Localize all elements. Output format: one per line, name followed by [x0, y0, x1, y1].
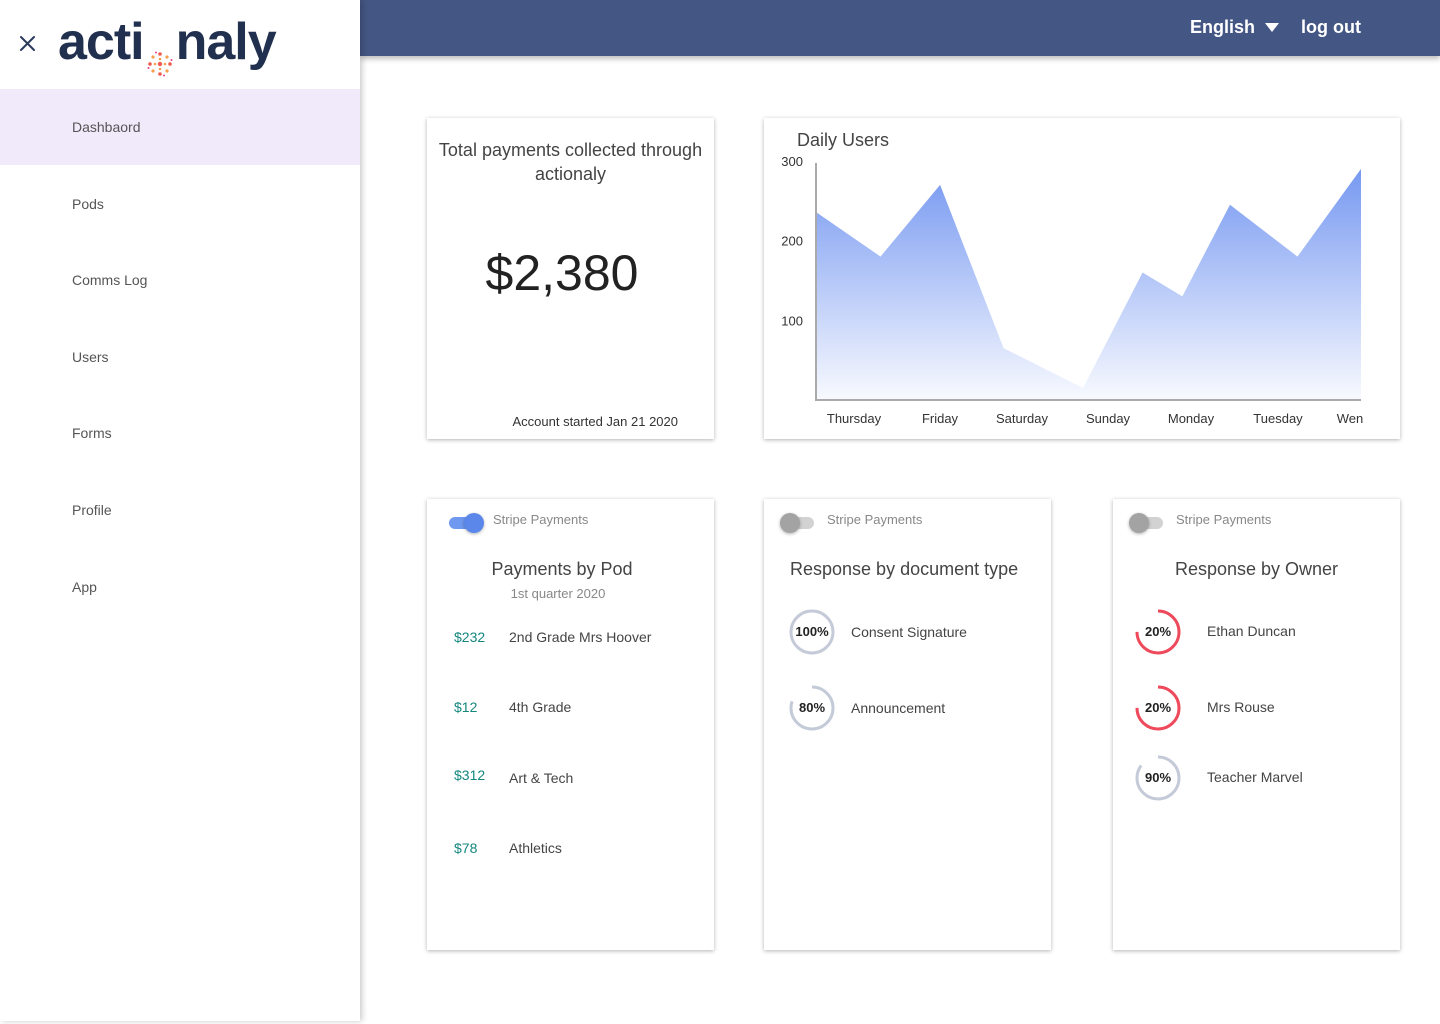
total-payments-title: Total payments collected through actiona… [438, 140, 703, 184]
stripe-payments-toggle[interactable] [1129, 512, 1165, 533]
progress-ring: 20% [1134, 684, 1182, 732]
language-label: English [1190, 17, 1256, 37]
pod-amount: $78 [454, 840, 478, 856]
pod-name[interactable]: Athletics [509, 840, 562, 856]
response-by-document-title: Response by document type [790, 559, 1019, 579]
owner-label[interactable]: Mrs Rouse [1207, 699, 1275, 715]
document-type-label[interactable]: Announcement [851, 700, 946, 716]
toggle-knob [780, 513, 800, 533]
ring-progress-arc [789, 685, 835, 731]
y-tick-label: 100 [781, 313, 803, 328]
sidebar-item-comms-log[interactable]: Comms Log [72, 272, 148, 288]
progress-ring: 90% [1134, 754, 1182, 802]
document-type-label[interactable]: Consent Signature [851, 624, 967, 640]
ring-percent: 80% [798, 700, 826, 715]
payments-by-pod-title: Payments by Pod [491, 559, 633, 579]
x-tick-label: Thursday [827, 411, 882, 426]
language-dropdown[interactable]: English [1190, 17, 1280, 38]
stripe-payments-label: Stripe Payments [827, 512, 923, 527]
pod-amount: $312 [454, 767, 486, 783]
x-tick-label: Saturday [996, 411, 1049, 426]
logo-burst-icon [145, 32, 175, 77]
ring-percent: 90% [1144, 770, 1172, 785]
sidebar-item-profile[interactable]: Profile [72, 502, 112, 518]
stripe-payments-toggle[interactable] [449, 512, 485, 533]
pod-name[interactable]: 4th Grade [509, 699, 572, 715]
account-started-text: Account started Jan 21 2020 [512, 414, 678, 429]
y-tick-label: 200 [781, 234, 803, 249]
logo-text-left: acti [58, 13, 145, 71]
daily-users-chart: 100 200 300 Thursday Friday Saturday Sunday Mon… [781, 154, 1364, 426]
ring-percent: 100% [795, 624, 829, 639]
ring-percent: 20% [1144, 700, 1172, 715]
ring-progress-arc [1135, 755, 1181, 801]
ring-arc [1135, 609, 1181, 655]
pod-amount: $12 [454, 699, 478, 715]
ring-arc [789, 609, 835, 655]
logo-text-right: naly [175, 13, 277, 71]
x-tick-label: Sunday [1086, 411, 1131, 426]
response-by-owner-title: Response by Owner [1174, 559, 1339, 579]
sidebar: acti naly Das [0, 0, 360, 1021]
x-tick-label: Monday [1168, 411, 1215, 426]
pod-amount: $232 [454, 629, 486, 645]
ring-arc [1135, 755, 1181, 801]
sidebar-item-pods[interactable]: Pods [72, 196, 104, 212]
logout-link[interactable]: log out [1301, 17, 1361, 37]
x-tick-label: Friday [922, 411, 959, 426]
top-bar: English log out [360, 0, 1440, 56]
total-payments-card: Total payments collected through actiona… [427, 118, 714, 439]
toggle-knob [1129, 513, 1149, 533]
y-tick-label: 300 [781, 154, 803, 169]
x-tick-label: Wen [1337, 411, 1364, 426]
daily-users-area [817, 168, 1361, 400]
stripe-payments-label: Stripe Payments [493, 512, 589, 527]
pod-name[interactable]: 2nd Grade Mrs Hoover [509, 629, 652, 645]
response-by-document-card: Stripe Payments Response by document typ… [764, 499, 1051, 950]
close-icon[interactable] [17, 31, 39, 55]
progress-ring: 20% [1134, 608, 1182, 656]
progress-ring: 80% [788, 684, 836, 732]
ring-progress-arc [789, 609, 835, 655]
caret-down-icon [1265, 23, 1280, 32]
sidebar-item-dashboard[interactable]: Dashbaord [0, 89, 360, 165]
chart-title: Daily Users [797, 130, 890, 150]
sidebar-item-users[interactable]: Users [72, 349, 109, 365]
ring-arc [789, 685, 835, 731]
payments-by-pod-card: Stripe Payments Payments by Pod 1st quar… [427, 499, 714, 950]
pod-name[interactable]: Art & Tech [509, 770, 574, 786]
sidebar-item-app[interactable]: App [72, 579, 97, 595]
stripe-payments-toggle[interactable] [780, 512, 816, 533]
ring-progress-arc [1135, 609, 1181, 655]
toggle-knob [464, 513, 484, 533]
owner-label[interactable]: Ethan Duncan [1207, 623, 1296, 639]
sidebar-item-forms[interactable]: Forms [72, 425, 112, 441]
ring-percent: 20% [1144, 624, 1172, 639]
ring-progress-arc [1135, 685, 1181, 731]
progress-ring: 100% [788, 608, 836, 656]
owner-label[interactable]: Teacher Marvel [1207, 769, 1303, 785]
daily-users-card: Daily Users 100 200 300 Thursday Friday Satur… [764, 118, 1400, 439]
payments-by-pod-subtitle: 1st quarter 2020 [510, 586, 606, 601]
response-by-owner-card: Stripe Payments Response by Owner 20% Et… [1113, 499, 1400, 950]
ring-arc [1135, 685, 1181, 731]
stripe-payments-label: Stripe Payments [1176, 512, 1272, 527]
x-tick-label: Tuesday [1253, 411, 1303, 426]
total-payments-amount: $2,380 [485, 245, 639, 301]
actionaly-logo[interactable]: acti naly [58, 10, 277, 77]
